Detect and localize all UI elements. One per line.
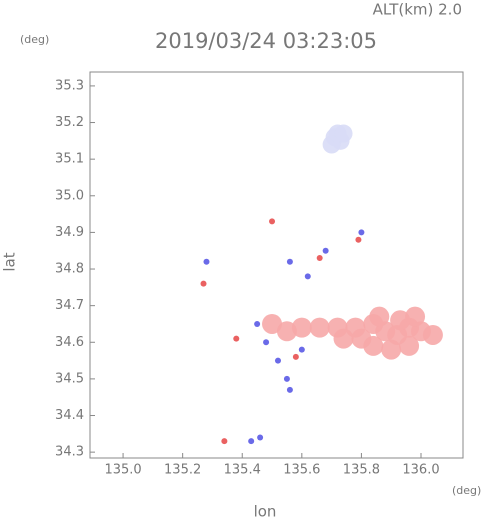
y-tick-label: 34.5 xyxy=(55,371,84,386)
x-tick-label: 135.6 xyxy=(283,463,320,478)
y-tick-label: 35.3 xyxy=(55,78,84,93)
radar-echo xyxy=(263,339,270,346)
radar-echo xyxy=(200,280,207,287)
x-tick-label: 135.4 xyxy=(224,463,261,478)
y-tick-label: 35.2 xyxy=(55,115,84,130)
radar-echo xyxy=(333,328,354,349)
y-tick-label: 34.8 xyxy=(55,262,84,277)
chart-title: 2019/03/24 03:23:05 xyxy=(155,29,377,53)
radar-echo xyxy=(257,434,264,441)
radar-echo xyxy=(203,258,210,265)
radar-echo xyxy=(286,258,293,265)
radar-echo xyxy=(399,335,420,356)
radar-echo xyxy=(316,255,323,262)
y-axis-label: lat xyxy=(1,252,19,271)
x-tick-label: 135.0 xyxy=(104,463,141,478)
radar-echo xyxy=(309,317,330,338)
altitude-label: ALT(km) 2.0 xyxy=(373,1,462,19)
radar-echo xyxy=(262,313,283,334)
radar-echo xyxy=(304,273,311,280)
radar-echo xyxy=(292,353,299,360)
radar-echo xyxy=(358,229,365,236)
y-tick-label: 35.0 xyxy=(55,188,84,203)
y-tick-label: 35.1 xyxy=(55,152,84,167)
y-tick-label: 34.9 xyxy=(55,225,84,240)
x-unit: (deg) xyxy=(452,484,481,497)
x-tick-label: 135.8 xyxy=(343,463,380,478)
radar-echo xyxy=(274,357,281,364)
plot-frame xyxy=(89,71,464,459)
radar-echo xyxy=(248,438,255,445)
radar-echo xyxy=(422,324,443,345)
radar-echo xyxy=(355,236,362,243)
radar-echo xyxy=(369,306,390,327)
radar-echo xyxy=(381,339,402,360)
radar-echo xyxy=(322,247,329,254)
radar-echo xyxy=(221,438,228,445)
y-unit: (deg) xyxy=(20,33,49,46)
radar-echo xyxy=(254,320,261,327)
radar-echo xyxy=(334,124,353,143)
radar-echo xyxy=(298,346,305,353)
radar-echo xyxy=(283,375,290,382)
x-tick-label: 135.2 xyxy=(164,463,201,478)
y-tick-label: 34.6 xyxy=(55,335,84,350)
radar-echo xyxy=(286,386,293,393)
x-tick-label: 136.0 xyxy=(402,463,439,478)
radar-echo xyxy=(269,218,276,225)
y-tick-label: 34.4 xyxy=(55,408,84,423)
radar-echo xyxy=(390,310,411,331)
radar-echo xyxy=(233,335,240,342)
radar-echo xyxy=(276,321,297,342)
radar-echo xyxy=(351,328,372,349)
y-tick-label: 34.7 xyxy=(55,298,84,313)
y-tick-label: 34.3 xyxy=(55,445,84,460)
x-axis-label: lon xyxy=(254,503,277,521)
